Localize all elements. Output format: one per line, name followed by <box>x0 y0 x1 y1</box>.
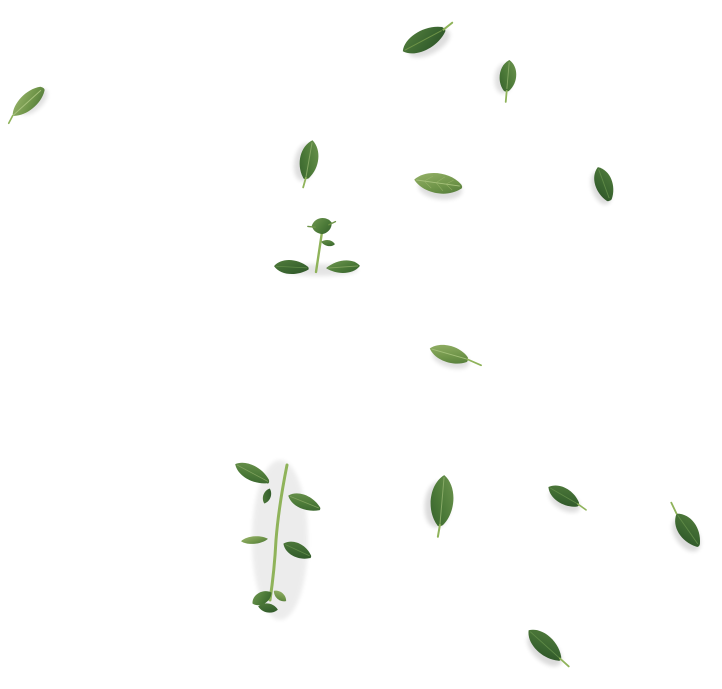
thyme-leaf <box>670 501 701 552</box>
thyme-leaf <box>591 167 614 205</box>
thyme-leaf <box>294 140 319 189</box>
thyme-leaf <box>283 541 312 559</box>
thyme-sprig <box>274 217 360 276</box>
thyme-leaf <box>321 239 335 247</box>
thyme-leaf <box>527 629 570 668</box>
thyme-leaf <box>252 591 272 606</box>
thyme-leaf <box>241 536 268 544</box>
thyme-leaf <box>235 462 270 484</box>
thyme-leaf <box>274 260 309 274</box>
thyme-leaf <box>429 344 482 369</box>
thyme-leaf <box>7 86 48 125</box>
thyme-leaf <box>548 485 587 513</box>
thyme-leaf <box>262 488 272 504</box>
thyme-leaf <box>424 475 454 538</box>
thyme-leaf <box>307 217 337 234</box>
thyme-leaf <box>288 493 321 511</box>
thyme-leaf <box>326 260 360 273</box>
thyme-leaf <box>494 60 517 103</box>
thyme-leaf <box>414 173 463 200</box>
thyme-leaf <box>402 21 454 58</box>
thyme-leaf <box>273 590 287 602</box>
thyme-sprig <box>235 460 321 620</box>
thyme-leaf <box>258 603 278 613</box>
